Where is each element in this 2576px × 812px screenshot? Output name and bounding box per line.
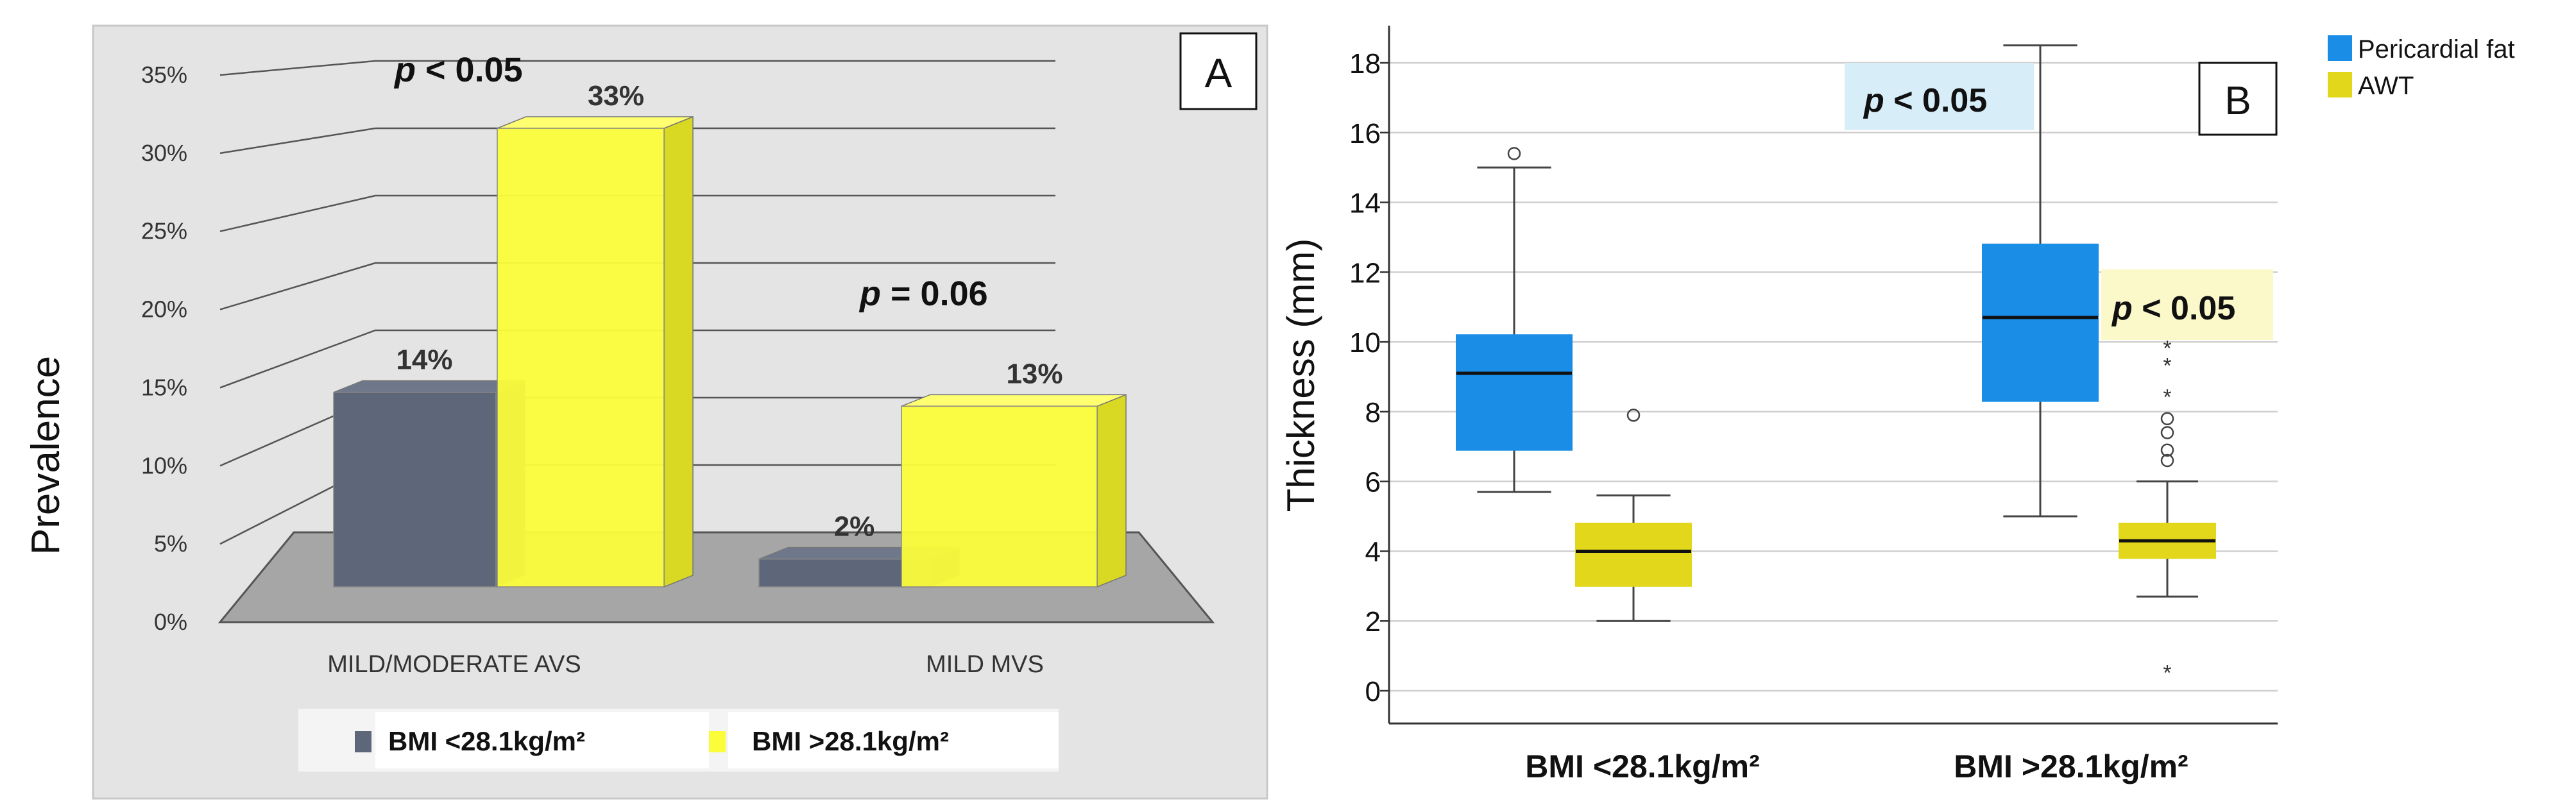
panel-a-bar-labels: 14% 33% 2% 13% — [396, 80, 1062, 543]
y-tick-label: 8 — [1365, 397, 1381, 428]
panel-b-boxes: **** — [1456, 44, 2216, 685]
bar-top — [333, 380, 525, 393]
panel-a-category-label-2: MILD MVS — [926, 651, 1044, 678]
box — [1456, 334, 1573, 451]
panel-a-legend-swatch-1 — [355, 731, 371, 752]
y-tick-label: 14 — [1349, 188, 1381, 219]
y-tick-label: 35% — [141, 62, 187, 88]
bar-value-label: 14% — [396, 344, 452, 376]
panel-a-legend-swatch-2 — [709, 731, 726, 752]
panel-b-letter: B — [2224, 79, 2251, 123]
panel-a-letter: A — [1205, 50, 1233, 96]
panel-a-legend-box-1 — [375, 712, 709, 768]
bar-side — [663, 115, 694, 588]
y-tick-label: 18 — [1349, 48, 1381, 80]
panel-a-bars — [333, 115, 1127, 588]
outlier-circle — [2160, 412, 2174, 426]
panel-b-pvalue-1: p < 0.05 — [1863, 82, 1987, 119]
panel-b-pvalue-2: p < 0.05 — [2111, 290, 2235, 327]
panel-b-category-label-2: BMI >28.1kg/m² — [1954, 749, 2188, 784]
gridline — [219, 60, 1055, 76]
panel-b-pvalue-2-bg — [2101, 269, 2273, 340]
outlier-circle — [2160, 443, 2174, 457]
gridline — [219, 194, 1055, 232]
panel-a-pvalue-1: p < 0.05 — [393, 51, 523, 89]
outlier-star: * — [2163, 354, 2171, 378]
y-tick-label: 10 — [1349, 327, 1381, 359]
panel-b-legend-label-1: Pericardial fat — [2358, 35, 2515, 63]
panel-b-category-label-1: BMI <28.1kg/m² — [1525, 749, 1759, 784]
panel-a-legend-label-1: BMI <28.1kg/m² — [388, 726, 585, 756]
panel-b-y-axis-label: Thickness (mm) — [1279, 239, 1322, 512]
panel-b-legend-swatch-2 — [2328, 72, 2352, 97]
bar — [901, 405, 1098, 588]
bar — [333, 391, 497, 588]
panel-b-legend-swatch-1 — [2328, 35, 2352, 61]
y-tick-label: 12 — [1349, 257, 1381, 289]
y-tick-label: 2 — [1365, 606, 1381, 638]
panel-a-legend-label-2: BMI >28.1kg/m² — [752, 726, 949, 756]
bar-value-label: 33% — [588, 80, 644, 112]
panel-a-category-label-1: MILD/MODERATE AVS — [327, 651, 581, 678]
panel-a-pvalue-2: p = 0.06 — [858, 275, 988, 313]
panel-a: 0% 5% 10% 15% 20% 25% 30% 35% 14% 33% 2% 13% Preva… — [24, 24, 1268, 800]
outlier-circle — [1507, 147, 1521, 160]
outlier-circle — [1626, 409, 1641, 422]
panel-b-legend-label-2: AWT — [2358, 72, 2414, 100]
bar — [497, 128, 665, 588]
gridline — [219, 329, 1055, 389]
outlier-circle — [2160, 426, 2174, 439]
y-tick-label: 16 — [1349, 118, 1381, 149]
y-tick-label: 5% — [154, 530, 187, 557]
bar-value-label: 2% — [834, 511, 875, 543]
outlier-circle — [2160, 453, 2174, 468]
panel-a-y-axis-label: Prevalence — [24, 356, 68, 555]
y-tick-label: 25% — [141, 218, 187, 244]
outlier-star: * — [2163, 385, 2171, 410]
y-tick-label: 30% — [141, 140, 187, 166]
y-tick-label: 15% — [141, 374, 187, 400]
panel-a-tick-labels: 0% 5% 10% 15% 20% 25% 30% 35% — [141, 62, 187, 635]
outlier-star: * — [2163, 337, 2171, 361]
y-tick-label: 6 — [1365, 467, 1381, 498]
box — [1982, 243, 2099, 402]
bar-side — [1096, 394, 1127, 588]
panel-b-pvalue-1-bg — [1845, 63, 2034, 130]
panel-a-letter-box — [1179, 32, 1258, 110]
panel-a-legend-box-2 — [728, 712, 1059, 768]
gridline — [219, 262, 1055, 310]
y-tick-label: 0% — [154, 609, 187, 635]
panel-b-letter-box — [2198, 62, 2278, 136]
y-tick-label: 10% — [141, 452, 187, 478]
bar-top — [497, 116, 694, 129]
panel-b-tick-labels: 0 2 4 6 8 10 12 14 16 18 — [1349, 48, 1381, 707]
y-tick-label: 0 — [1365, 676, 1381, 707]
bar-top — [901, 394, 1127, 407]
box — [1575, 522, 1692, 587]
y-tick-label: 4 — [1365, 536, 1381, 568]
gridline — [219, 127, 1055, 155]
outlier-star: * — [2163, 661, 2171, 685]
y-tick-label: 20% — [141, 296, 187, 323]
bar-value-label: 13% — [1006, 358, 1062, 389]
